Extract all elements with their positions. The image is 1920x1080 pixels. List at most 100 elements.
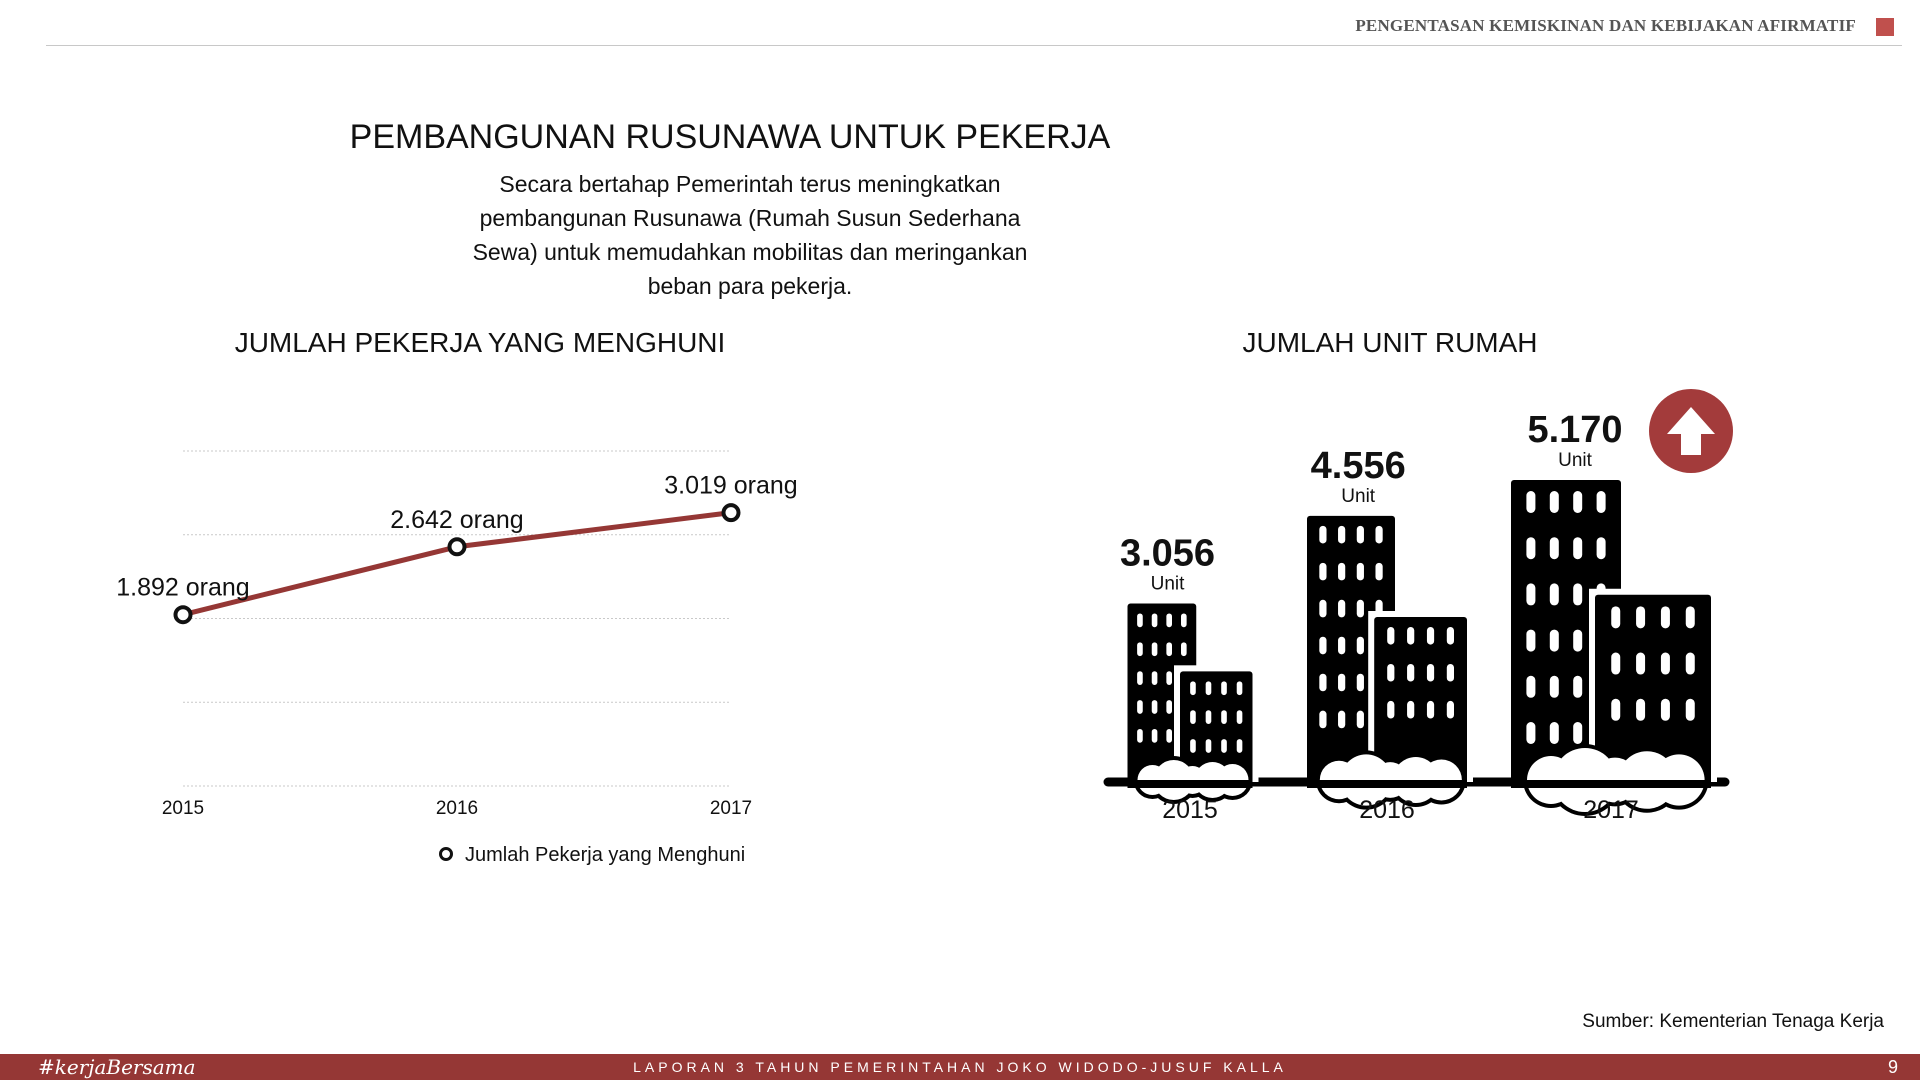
- bar-chart-title: JUMLAH UNIT RUMAH: [1242, 327, 1538, 358]
- building-window: [1356, 636, 1364, 655]
- shrub-base: [1127, 780, 1253, 788]
- bar-unit-label-2016: Unit: [1341, 486, 1376, 507]
- building-window: [1573, 629, 1583, 652]
- building-block: [1595, 594, 1711, 784]
- building-window: [1190, 681, 1196, 696]
- data-label-2017: 3.019 orang: [664, 472, 797, 500]
- bar-x-label-2015: 2015: [1162, 796, 1218, 824]
- building-window: [1356, 673, 1364, 692]
- legend-marker-icon: [439, 847, 453, 861]
- building-window: [1660, 606, 1670, 629]
- building-window: [1151, 700, 1158, 714]
- building-window: [1137, 642, 1143, 657]
- shrub-base: [1307, 780, 1467, 788]
- page-subtitle: Secara bertahap Pemerintah terus meningk…: [472, 171, 1028, 299]
- x-tick-label-2017: 2017: [710, 798, 752, 819]
- building-window: [1526, 491, 1536, 513]
- building-window: [1407, 626, 1415, 645]
- building-window: [1426, 663, 1435, 682]
- line-point-2017: [721, 503, 741, 523]
- building-window: [1526, 675, 1536, 698]
- building-window: [1685, 606, 1695, 629]
- building-window: [1549, 629, 1559, 652]
- shrub-base: [1511, 780, 1711, 788]
- building-window: [1236, 710, 1243, 724]
- building-window: [1356, 525, 1364, 544]
- data-label-2016: 2.642 orang: [390, 506, 523, 534]
- building-window: [1236, 739, 1243, 753]
- building-window: [1319, 525, 1327, 544]
- building-window: [1205, 710, 1212, 724]
- building-window: [1549, 537, 1559, 560]
- building-group-2016: [1307, 515, 1473, 810]
- bar-x-label-2017: 2017: [1583, 796, 1639, 824]
- bar-value-label-2016: 4.556: [1311, 445, 1406, 487]
- building-window: [1338, 562, 1346, 581]
- building-window: [1549, 491, 1559, 513]
- building-window: [1573, 722, 1583, 744]
- building-window: [1356, 562, 1364, 581]
- building-window: [1319, 636, 1327, 655]
- line-point-2015: [173, 605, 193, 625]
- section-label: PENGENTASAN KEMISKINAN DAN KEBIJAKAN AFI…: [1355, 16, 1856, 35]
- building-window: [1549, 583, 1559, 606]
- building-window: [1151, 671, 1158, 685]
- building-window: [1221, 739, 1227, 753]
- building-window: [1685, 698, 1695, 721]
- building-window: [1636, 698, 1646, 721]
- building-window: [1356, 710, 1364, 729]
- building-window: [1426, 626, 1435, 645]
- footer-hashtag: #kerjaBersama: [38, 1055, 196, 1079]
- building-block: [1374, 616, 1467, 784]
- building-window: [1426, 700, 1435, 719]
- building-group-2015: [1127, 603, 1259, 804]
- building-window: [1338, 525, 1346, 544]
- building-window: [1636, 652, 1646, 675]
- building-window: [1573, 675, 1583, 698]
- building-window: [1205, 681, 1212, 696]
- building-group-2017: [1511, 480, 1717, 816]
- building-window: [1685, 652, 1695, 675]
- bar-unit-label-2017: Unit: [1558, 450, 1593, 471]
- building-window: [1660, 698, 1670, 721]
- building-window: [1319, 599, 1327, 618]
- x-tick-label-2016: 2016: [436, 798, 478, 819]
- building-window: [1573, 583, 1583, 606]
- building-window: [1407, 663, 1415, 682]
- up-arrow-icon: [1649, 389, 1733, 473]
- building-window: [1319, 673, 1327, 692]
- x-tick-label-2015: 2015: [162, 798, 204, 819]
- building-window: [1137, 728, 1143, 743]
- line-point-2016: [447, 537, 467, 557]
- building-window: [1660, 652, 1670, 675]
- building-window: [1151, 728, 1158, 743]
- building-window: [1166, 613, 1172, 628]
- building-window: [1596, 491, 1606, 513]
- building-window: [1319, 710, 1327, 729]
- page-number: 9: [1887, 1057, 1898, 1077]
- bar-x-label-2016: 2016: [1359, 796, 1415, 824]
- page-title: PEMBANGUNAN RUSUNAWA UNTUK PEKERJA: [349, 118, 1111, 156]
- building-window: [1596, 537, 1606, 560]
- building-window: [1526, 583, 1536, 606]
- building-window: [1526, 537, 1536, 560]
- building-window: [1151, 613, 1158, 628]
- building-window: [1137, 700, 1143, 714]
- legend-label: Jumlah Pekerja yang Menghuni: [465, 844, 745, 866]
- building-window: [1181, 613, 1187, 628]
- building-window: [1181, 642, 1187, 657]
- line-chart-title: JUMLAH PEKERJA YANG MENGHUNI: [234, 327, 726, 358]
- building-window: [1166, 642, 1172, 657]
- data-label-2015: 1.892 orang: [116, 574, 249, 602]
- building-window: [1636, 606, 1646, 629]
- building-window: [1446, 663, 1455, 682]
- bar-unit-label-2015: Unit: [1151, 573, 1186, 594]
- building-window: [1611, 698, 1621, 721]
- building-window: [1611, 652, 1621, 675]
- section-accent-square: [1876, 18, 1894, 36]
- building-window: [1526, 722, 1536, 744]
- building-window: [1137, 613, 1143, 628]
- bar-value-label-2015: 3.056: [1120, 532, 1215, 574]
- building-window: [1338, 710, 1346, 729]
